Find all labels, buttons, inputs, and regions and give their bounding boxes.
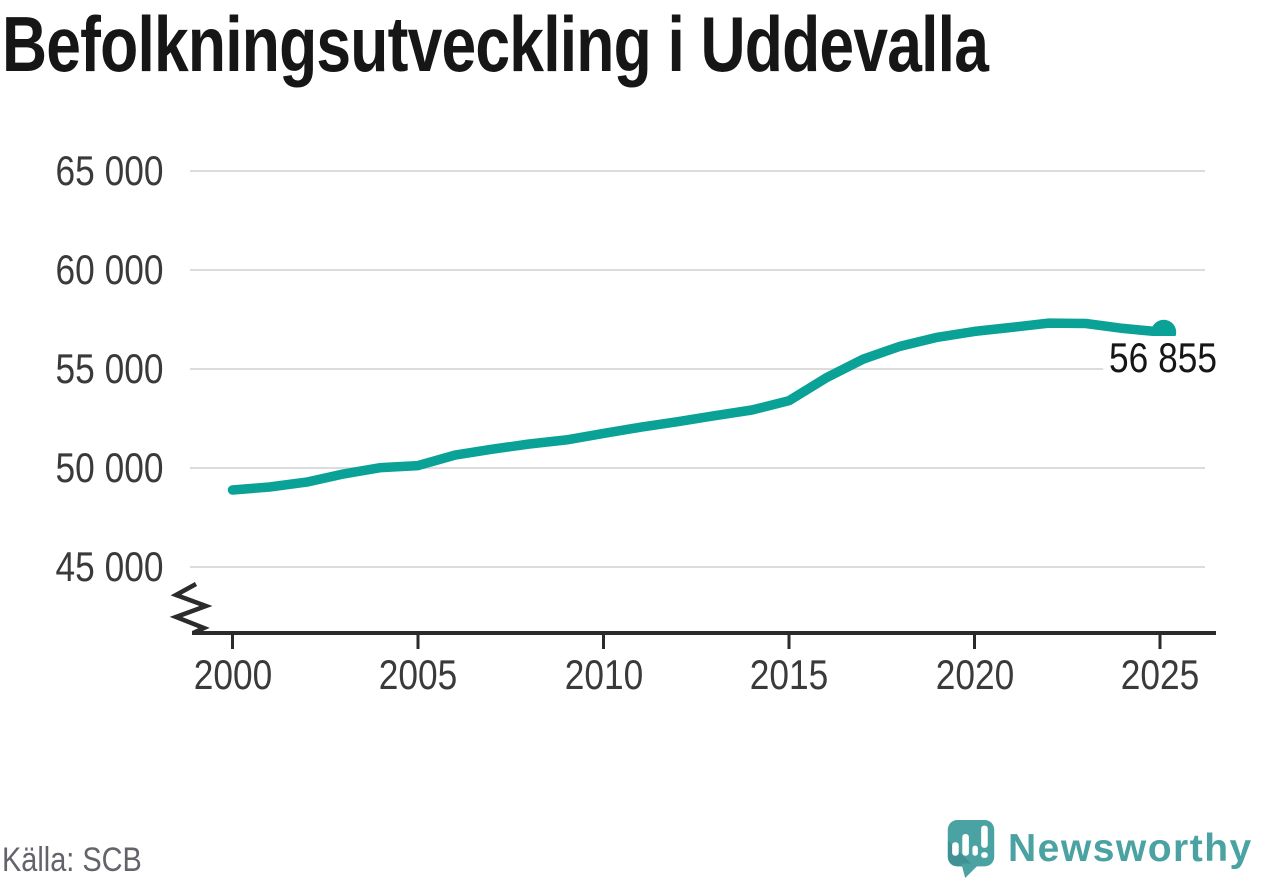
source-text: Källa: SCB (2, 841, 142, 879)
y-axis-label: 60 000 (55, 246, 163, 293)
y-axis-label: 65 000 (55, 147, 163, 194)
newsworthy-logo: Newsworthy (946, 819, 1253, 879)
gridline-group (190, 170, 1205, 568)
logo-bar-chart-glyph (952, 825, 988, 858)
page-title: Befolkningsutveckling i Uddevalla (2, 0, 1235, 88)
end-value-text: 56 855 (1103, 336, 1223, 380)
newsworthy-speech-bubble-chart-icon (947, 819, 995, 879)
x-axis-label: 2020 (935, 651, 1014, 698)
page-title-text: Befolkningsutveckling i Uddevalla (2, 0, 989, 88)
y-axis-break-zigzag (169, 582, 213, 636)
x-axis-label: 2005 (378, 651, 458, 698)
y-axis-label: 45 000 (55, 543, 163, 590)
data-series (227, 318, 1177, 495)
y-axis-label: 50 000 (55, 444, 163, 491)
newsworthy-wordmark: Newsworthy (1008, 827, 1253, 870)
x-axis-label: 2010 (564, 651, 643, 698)
x-axis-label: 2000 (193, 651, 272, 698)
x-axis-label: 2025 (1120, 651, 1200, 698)
x-axis-label: 2015 (749, 651, 829, 698)
source-note: Källa: SCB (2, 841, 166, 879)
x-axis (169, 582, 1216, 649)
population-line (227, 318, 1169, 495)
end-value-label: 56 855 (1092, 336, 1234, 380)
y-axis-label: 55 000 (55, 345, 163, 392)
